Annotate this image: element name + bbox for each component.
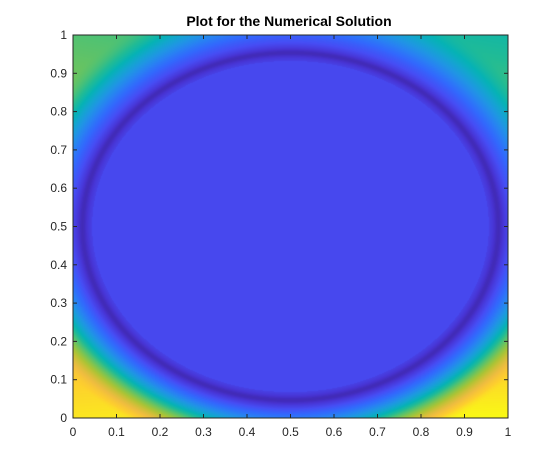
x-tick-label: 0.6 [326, 425, 343, 439]
x-tick-label: 0.9 [456, 425, 473, 439]
heatmap-field [73, 35, 508, 418]
y-tick-label: 0.1 [50, 373, 67, 387]
x-tick-label: 0 [70, 425, 77, 439]
y-tick-label: 0.9 [50, 66, 67, 80]
chart-title: Plot for the Numerical Solution [186, 13, 391, 29]
x-tick-label: 0.7 [369, 425, 386, 439]
x-tick-label: 0.2 [152, 425, 169, 439]
x-tick-label: 0.8 [413, 425, 430, 439]
y-tick-label: 0.4 [50, 258, 67, 272]
y-tick-label: 0.8 [50, 105, 67, 119]
y-axis: 0 0.1 0.2 0.3 0.4 0.5 0.6 0.7 0.8 0.9 1 [50, 28, 508, 425]
x-tick-label: 0.5 [282, 425, 299, 439]
y-tick-label: 0.3 [50, 296, 67, 310]
y-tick-label: 1 [60, 28, 67, 42]
y-tick-label: 0.2 [50, 334, 67, 348]
x-tick-label: 0.3 [195, 425, 212, 439]
heatmap-image [73, 35, 508, 418]
y-tick-label: 0.7 [50, 143, 67, 157]
x-tick-label: 1 [505, 425, 512, 439]
x-tick-label: 0.4 [239, 425, 256, 439]
x-tick-label: 0.1 [108, 425, 125, 439]
y-tick-label: 0.5 [50, 220, 67, 234]
y-tick-label: 0 [60, 411, 67, 425]
y-tick-label: 0.6 [50, 181, 67, 195]
x-axis: 0 0.1 0.2 0.3 0.4 0.5 0.6 0.7 0.8 0.9 1 [70, 35, 512, 439]
